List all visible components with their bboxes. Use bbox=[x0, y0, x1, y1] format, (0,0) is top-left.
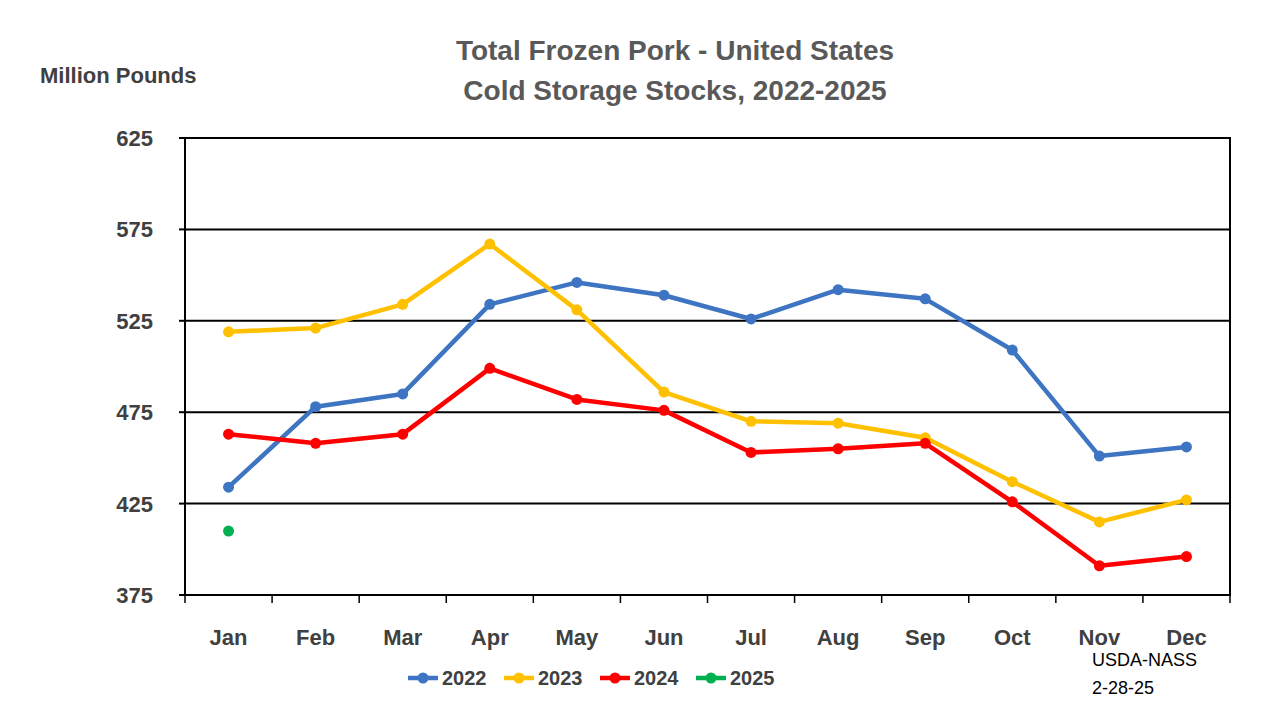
x-tick bbox=[881, 595, 883, 603]
plot-area bbox=[223, 239, 1192, 572]
y-tick-label: 575 bbox=[116, 217, 153, 242]
data-point bbox=[223, 326, 234, 337]
x-tick bbox=[1229, 595, 1231, 603]
x-tick bbox=[1142, 595, 1144, 603]
series-line bbox=[229, 368, 1187, 565]
data-point bbox=[310, 401, 321, 412]
data-point bbox=[746, 313, 757, 324]
x-tick-label: Feb bbox=[296, 625, 335, 650]
x-tick bbox=[707, 595, 709, 603]
x-tick-label: Jan bbox=[210, 625, 248, 650]
grid-line bbox=[185, 503, 1230, 505]
x-tick bbox=[446, 595, 448, 603]
x-tick-label: Jun bbox=[644, 625, 683, 650]
data-point bbox=[658, 405, 669, 416]
data-point bbox=[223, 429, 234, 440]
x-tick-label: May bbox=[555, 625, 599, 650]
x-tick-label: Dec bbox=[1166, 625, 1206, 650]
x-tick-label: Nov bbox=[1079, 625, 1121, 650]
x-tick bbox=[533, 595, 535, 603]
annotation: USDA-NASS bbox=[1092, 650, 1197, 670]
data-point bbox=[833, 418, 844, 429]
data-point bbox=[571, 277, 582, 288]
chart-svg: Total Frozen Pork - United States Cold St… bbox=[0, 0, 1280, 720]
data-point bbox=[1181, 494, 1192, 505]
data-point bbox=[310, 323, 321, 334]
data-point bbox=[1007, 496, 1018, 507]
y-tick-label: 475 bbox=[116, 400, 153, 425]
data-point bbox=[397, 299, 408, 310]
data-point bbox=[658, 290, 669, 301]
legend: 2022 2023 2024 2025 bbox=[408, 667, 775, 689]
data-point bbox=[397, 429, 408, 440]
x-tick-label: Sep bbox=[905, 625, 945, 650]
x-tick bbox=[271, 595, 273, 603]
data-point bbox=[746, 416, 757, 427]
legend-label: 2023 bbox=[538, 667, 583, 689]
data-point bbox=[1007, 345, 1018, 356]
data-point bbox=[310, 438, 321, 449]
x-tick-label: Jul bbox=[735, 625, 767, 650]
y-tick-label: 525 bbox=[116, 309, 153, 334]
data-point bbox=[397, 388, 408, 399]
series-line bbox=[229, 244, 1187, 522]
x-tick-label: Apr bbox=[471, 625, 509, 650]
x-tick bbox=[620, 595, 622, 603]
x-tick-label: Mar bbox=[383, 625, 423, 650]
data-point bbox=[833, 443, 844, 454]
data-point bbox=[484, 299, 495, 310]
plot-frame bbox=[185, 138, 1230, 595]
grid-line bbox=[185, 228, 1230, 230]
data-point bbox=[571, 304, 582, 315]
data-point bbox=[1094, 516, 1105, 527]
data-point bbox=[484, 239, 495, 250]
legend-label: 2025 bbox=[730, 667, 775, 689]
series-2022 bbox=[223, 277, 1192, 493]
data-point bbox=[1094, 451, 1105, 462]
x-tick bbox=[358, 595, 360, 603]
legend-label: 2024 bbox=[634, 667, 679, 689]
data-point bbox=[484, 363, 495, 374]
x-tick bbox=[968, 595, 970, 603]
y-tick-label: 425 bbox=[116, 492, 153, 517]
series-2024 bbox=[223, 363, 1192, 571]
series-2025 bbox=[223, 526, 234, 537]
x-tick bbox=[794, 595, 796, 603]
grid bbox=[179, 138, 1230, 595]
data-point bbox=[223, 526, 234, 537]
legend-marker bbox=[418, 673, 429, 684]
legend-marker bbox=[706, 673, 717, 684]
chart-container: Total Frozen Pork - United States Cold St… bbox=[0, 0, 1280, 720]
data-point bbox=[1181, 551, 1192, 562]
data-point bbox=[1094, 560, 1105, 571]
data-point bbox=[833, 284, 844, 295]
x-tick-label: Oct bbox=[994, 625, 1031, 650]
x-tick-label: Aug bbox=[817, 625, 860, 650]
data-point bbox=[223, 482, 234, 493]
data-point bbox=[1007, 476, 1018, 487]
y-axis-label: Million Pounds bbox=[40, 63, 196, 88]
data-point bbox=[1181, 441, 1192, 452]
series-2023 bbox=[223, 239, 1192, 528]
data-point bbox=[920, 293, 931, 304]
legend-marker bbox=[610, 673, 621, 684]
y-tick-label: 375 bbox=[116, 583, 153, 608]
data-point bbox=[658, 387, 669, 398]
x-tick bbox=[184, 595, 186, 603]
title: Total Frozen Pork - United States bbox=[456, 35, 894, 66]
data-point bbox=[571, 394, 582, 405]
annotation: 2-28-25 bbox=[1092, 678, 1154, 698]
data-point bbox=[920, 438, 931, 449]
data-point bbox=[746, 447, 757, 458]
subtitle: Cold Storage Stocks, 2022-2025 bbox=[463, 75, 886, 106]
legend-label: 2022 bbox=[442, 667, 487, 689]
legend-marker bbox=[514, 673, 525, 684]
y-tick-label: 625 bbox=[116, 126, 153, 151]
grid-line bbox=[185, 411, 1230, 413]
x-tick bbox=[1055, 595, 1057, 603]
